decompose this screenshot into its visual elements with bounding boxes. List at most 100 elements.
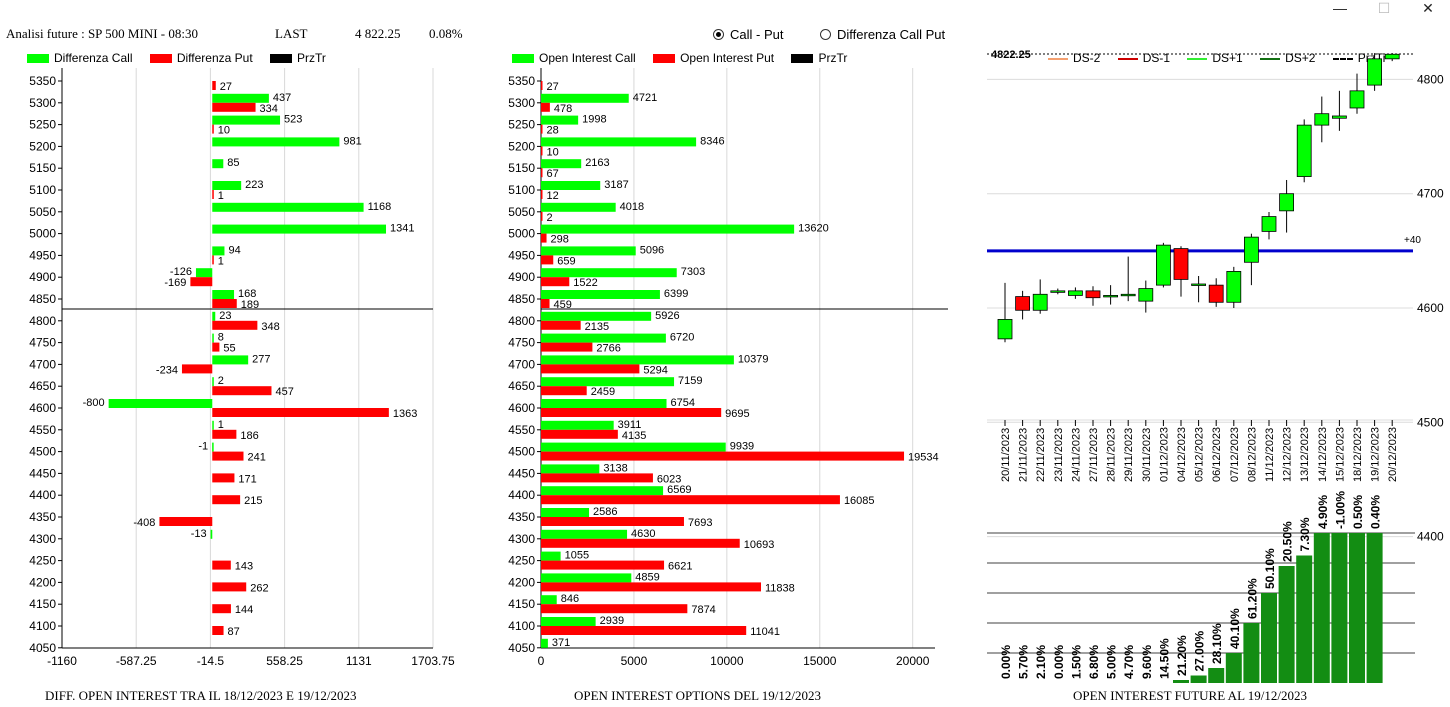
oi-call-label: 3187 bbox=[604, 179, 628, 191]
put-diff-bar bbox=[212, 626, 224, 635]
strike-label: 4650 bbox=[29, 379, 56, 393]
strike-label: 4650 bbox=[508, 379, 535, 393]
oi-call-bar bbox=[541, 529, 628, 539]
date-label: 28/11/2023 bbox=[1106, 428, 1118, 482]
call-diff-label: 523 bbox=[284, 114, 302, 126]
strike-label: 5050 bbox=[29, 205, 56, 219]
strike-label: 4200 bbox=[508, 575, 535, 589]
oi-put-label: 659 bbox=[557, 255, 575, 267]
oi-percent-label: 0.00% bbox=[999, 645, 1013, 679]
date-label: 23/11/2023 bbox=[1053, 428, 1065, 482]
strike-label: 4300 bbox=[29, 532, 56, 546]
oi-call-label: 1055 bbox=[565, 550, 589, 562]
put-diff-bar bbox=[212, 451, 244, 461]
oi-call-bar bbox=[541, 159, 582, 169]
date-label: 14/12/2023 bbox=[1317, 427, 1329, 482]
oi-put-bar bbox=[541, 386, 587, 396]
oi-put-label: 16085 bbox=[844, 495, 875, 507]
strike-label: 4400 bbox=[508, 488, 535, 502]
price-label: 4822.25 bbox=[991, 49, 1031, 61]
radio-dot[interactable] bbox=[820, 29, 831, 40]
date-label: 13/12/2023 bbox=[1299, 427, 1311, 482]
strike-label: 4200 bbox=[29, 575, 56, 589]
date-label: 21/11/2023 bbox=[1018, 428, 1030, 482]
oi-put-bar bbox=[541, 560, 665, 570]
oi-call-bar bbox=[541, 268, 677, 278]
strike-label: 4100 bbox=[29, 619, 56, 633]
radio-difference-call-put[interactable]: Differenza Call Put bbox=[820, 27, 945, 42]
oi-call-bar bbox=[541, 333, 666, 343]
legend-label: PrzTr bbox=[297, 50, 326, 65]
oi-put-bar bbox=[541, 604, 688, 614]
level-label: +40 bbox=[1404, 235, 1421, 246]
date-label: 15/12/2023 bbox=[1334, 427, 1346, 482]
legend-swatch-call bbox=[512, 54, 534, 64]
oi-put-label: 19534 bbox=[908, 452, 939, 464]
oi-put-bar bbox=[541, 364, 640, 374]
candle-body bbox=[1332, 115, 1347, 119]
call-diff-bar bbox=[212, 420, 214, 430]
oi-put-bar bbox=[541, 495, 840, 505]
x-tick-label: -587.25 bbox=[116, 654, 157, 668]
oi-call-label: 6569 bbox=[667, 484, 691, 496]
call-diff-bar bbox=[210, 529, 213, 539]
put-diff-label: 215 bbox=[244, 495, 262, 507]
put-diff-bar bbox=[212, 386, 272, 396]
oi-call-label: 6754 bbox=[671, 397, 695, 409]
strike-label: 4800 bbox=[29, 314, 56, 328]
legend-oi-put: Open Interest Put bbox=[653, 51, 774, 65]
oi-put-bar bbox=[541, 233, 547, 243]
call-diff-label: 168 bbox=[238, 288, 256, 300]
strike-label: 4900 bbox=[29, 270, 56, 284]
call-diff-label: 94 bbox=[228, 244, 240, 256]
oi-call-label: 4018 bbox=[620, 201, 644, 213]
put-diff-label: 171 bbox=[238, 473, 256, 485]
oi-future-bar bbox=[1261, 593, 1277, 683]
strike-label: 4950 bbox=[508, 248, 535, 262]
oi-call-label: 8346 bbox=[700, 135, 724, 147]
candle-body bbox=[1226, 271, 1242, 303]
oi-put-label: 7693 bbox=[688, 517, 712, 529]
oi-call-bar bbox=[541, 551, 561, 561]
strike-label: 5250 bbox=[29, 118, 56, 132]
maximize-button[interactable]: ☐ bbox=[1377, 0, 1391, 16]
strike-label: 4250 bbox=[508, 554, 535, 568]
radio-dot-selected[interactable] bbox=[713, 29, 724, 40]
candle-body bbox=[1279, 193, 1294, 212]
oi-put-bar bbox=[541, 146, 543, 156]
put-diff-label: -408 bbox=[133, 517, 155, 529]
strike-label: 5200 bbox=[508, 139, 535, 153]
oi-put-bar bbox=[541, 81, 543, 90]
date-label: 07/12/2023 bbox=[1229, 427, 1241, 482]
close-button[interactable]: ✕ bbox=[1422, 0, 1434, 16]
minimize-button[interactable]: — bbox=[1333, 0, 1347, 16]
left-legend: Differenza Call Differenza Put PrzTr bbox=[27, 50, 340, 65]
oi-put-bar bbox=[541, 168, 543, 178]
oi-call-label: 2586 bbox=[593, 506, 617, 518]
call-diff-label: 981 bbox=[343, 135, 361, 147]
call-diff-bar bbox=[212, 224, 387, 234]
oi-percent-label: 0.40% bbox=[1369, 495, 1383, 529]
put-diff-label: 55 bbox=[223, 343, 235, 355]
put-diff-bar bbox=[212, 582, 247, 592]
candle-body bbox=[1156, 244, 1171, 286]
oi-put-bar bbox=[541, 429, 618, 439]
oi-call-label: 7159 bbox=[678, 375, 702, 387]
oi-future-bar bbox=[1190, 675, 1207, 683]
oi-put-label: 11041 bbox=[750, 626, 780, 638]
legend-label: Differenza Put bbox=[176, 50, 253, 65]
date-label: 01/12/2023 bbox=[1158, 427, 1170, 482]
strike-label: 5200 bbox=[29, 139, 56, 153]
radio-call-put[interactable]: Call - Put bbox=[713, 27, 783, 42]
strike-label: 4050 bbox=[29, 641, 56, 655]
oi-call-label: 3138 bbox=[603, 462, 627, 474]
oi-call-bar bbox=[541, 617, 596, 626]
middle-legend: Open Interest Call Open Interest Put Prz… bbox=[512, 50, 861, 65]
put-diff-label: 1 bbox=[218, 190, 224, 202]
oi-put-label: 298 bbox=[551, 234, 569, 246]
oi-call-bar bbox=[541, 377, 675, 387]
oi-percent-label: 14.50% bbox=[1157, 638, 1171, 679]
candle-body bbox=[1261, 216, 1277, 232]
put-diff-label: 186 bbox=[240, 430, 258, 442]
legend-label: Differenza Call bbox=[54, 50, 133, 65]
